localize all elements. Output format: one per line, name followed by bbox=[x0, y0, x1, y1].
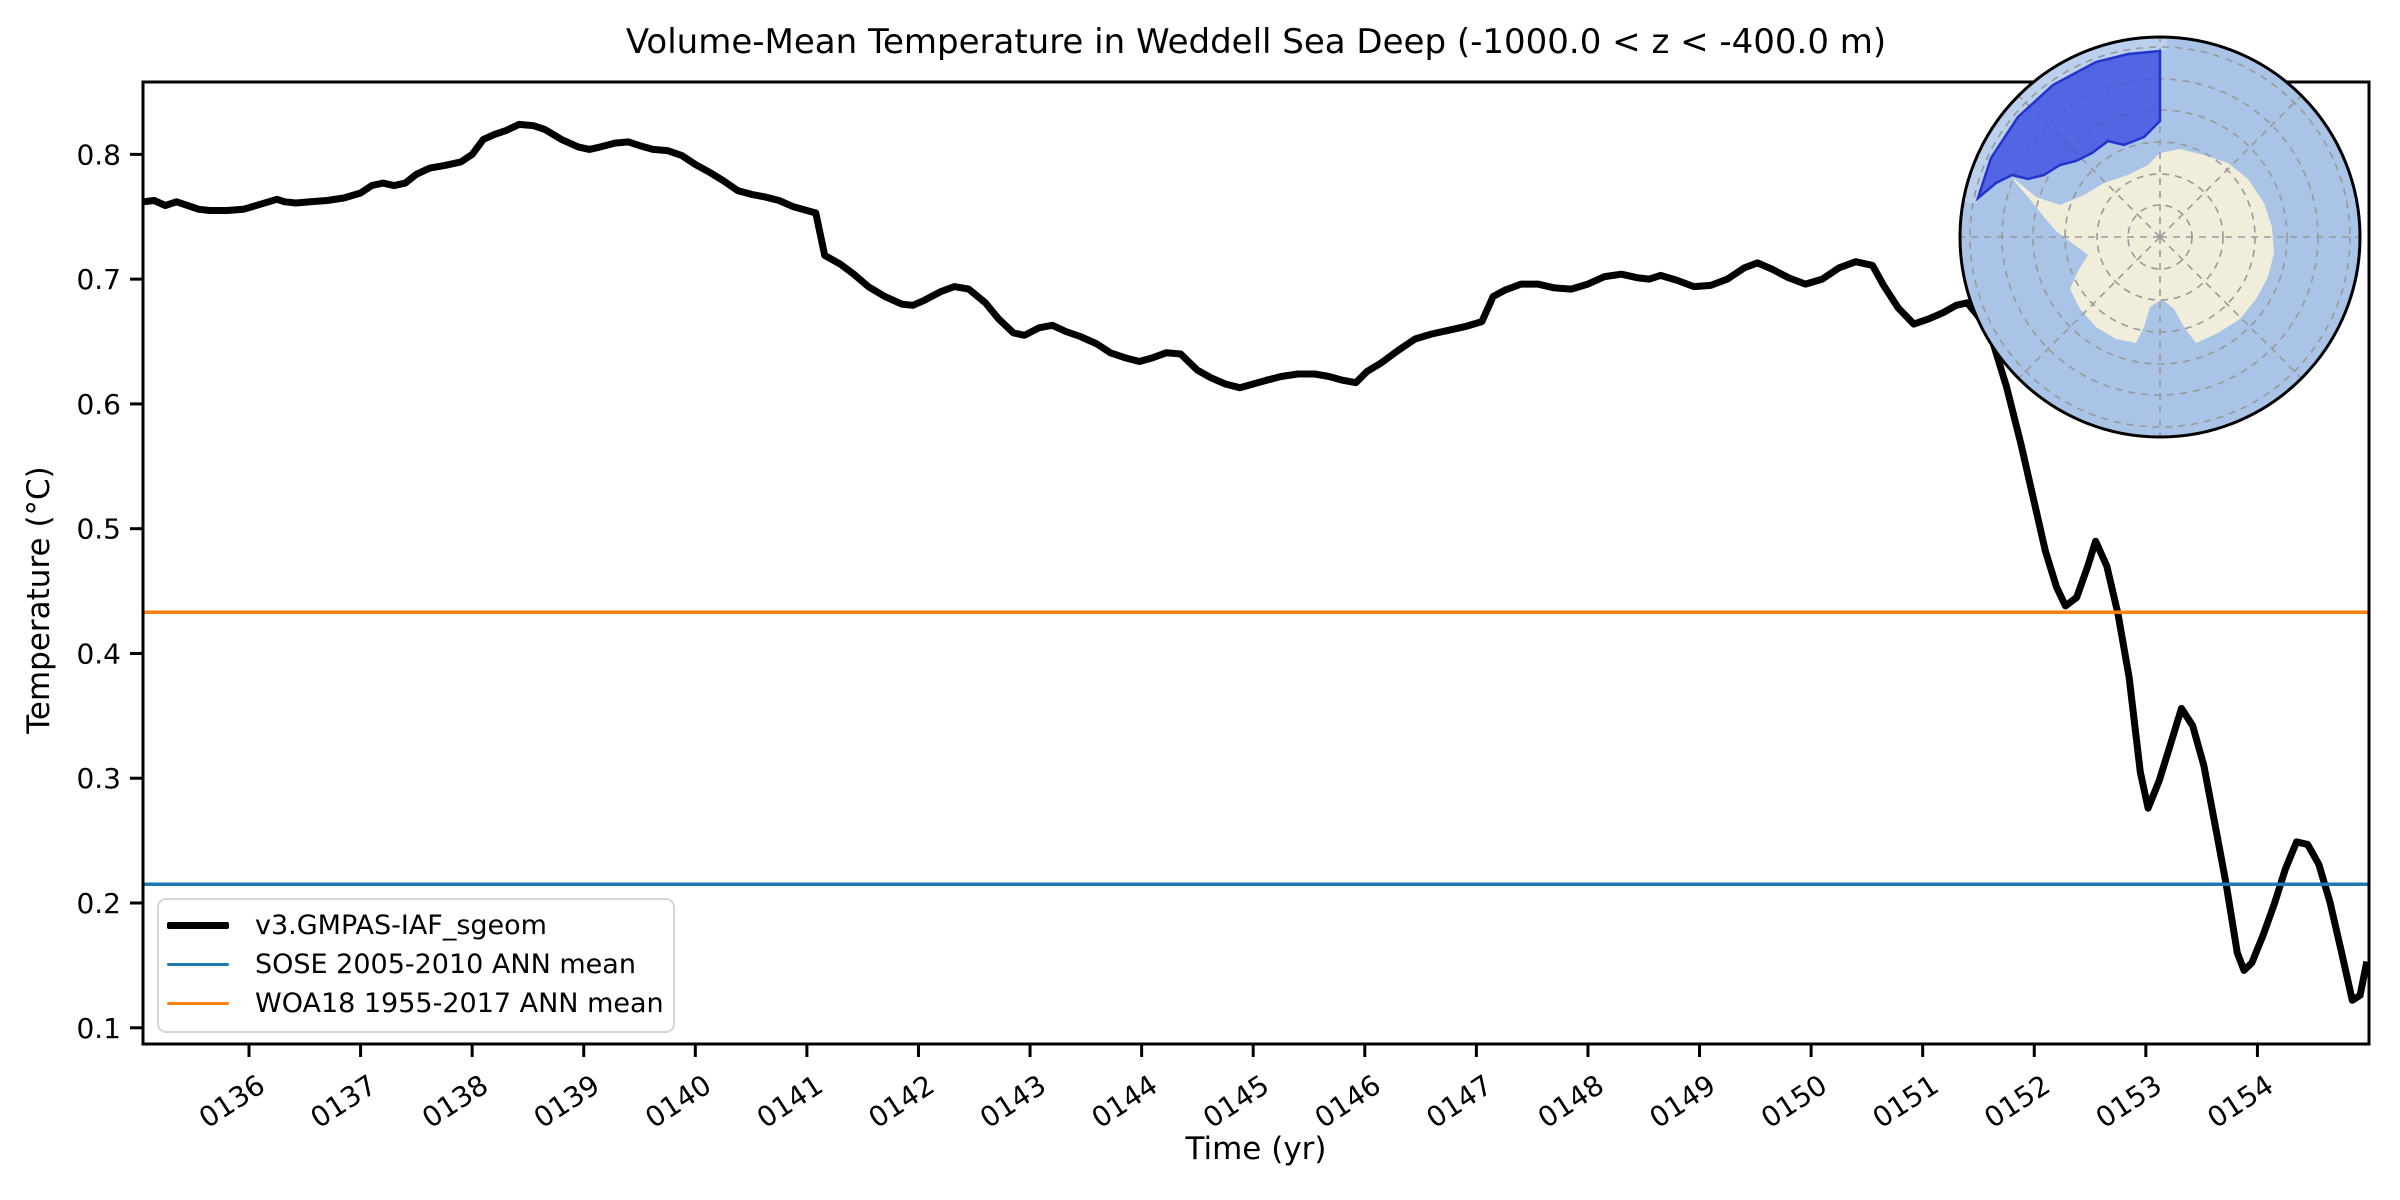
map-outline bbox=[1958, 35, 2362, 439]
x-tick-label: 0152 bbox=[1978, 1068, 2056, 1134]
x-tick-label: 0137 bbox=[305, 1068, 383, 1134]
legend-line-sample bbox=[167, 922, 229, 929]
legend-line-sample bbox=[167, 1001, 229, 1006]
inset-map bbox=[1958, 35, 2362, 439]
map-outer-band bbox=[1963, 36, 2168, 205]
x-tick-label: 0149 bbox=[1644, 1068, 1722, 1134]
chart-title: Volume-Mean Temperature in Weddell Sea D… bbox=[625, 22, 1887, 62]
legend-label: WOA18 1955-2017 ANN mean bbox=[255, 988, 664, 1019]
x-tick-label: 0145 bbox=[1197, 1068, 1275, 1134]
x-tick-label: 0136 bbox=[193, 1068, 271, 1134]
x-tick-label: 0153 bbox=[2090, 1068, 2168, 1134]
x-tick-label: 0146 bbox=[1309, 1068, 1387, 1134]
y-tick-label: 0.4 bbox=[76, 637, 121, 670]
y-tick-label: 0.8 bbox=[76, 138, 121, 171]
x-tick-label: 0142 bbox=[863, 1068, 941, 1134]
y-tick-label: 0.7 bbox=[76, 263, 121, 296]
legend-item-model: v3.GMPAS-IAF_sgeom bbox=[159, 906, 673, 945]
x-tick-label: 0147 bbox=[1420, 1068, 1498, 1134]
x-axis-label: Time (yr) bbox=[1185, 1131, 1327, 1167]
x-tick-label: 0141 bbox=[751, 1068, 829, 1134]
x-tick-label: 0150 bbox=[1755, 1068, 1833, 1134]
legend-line-sample bbox=[167, 962, 229, 967]
legend: v3.GMPAS-IAF_sgeom SOSE 2005-2010 ANN me… bbox=[157, 898, 675, 1033]
temperature-series-line bbox=[142, 120, 2371, 1004]
legend-item-woa18: WOA18 1955-2017 ANN mean bbox=[159, 984, 673, 1023]
x-tick-label: 0148 bbox=[1532, 1068, 1610, 1134]
x-tick-label: 0140 bbox=[639, 1068, 717, 1134]
y-tick-label: 0.5 bbox=[76, 513, 121, 546]
y-tick-label: 0.3 bbox=[76, 762, 121, 795]
x-tick-label: 0151 bbox=[1867, 1068, 1945, 1134]
x-tick-label: 0138 bbox=[416, 1068, 494, 1134]
y-tick-label: 0.6 bbox=[76, 388, 121, 421]
y-tick-label: 0.2 bbox=[76, 887, 121, 920]
legend-label: v3.GMPAS-IAF_sgeom bbox=[255, 910, 547, 941]
x-tick-label: 0154 bbox=[2201, 1068, 2279, 1134]
y-tick-label: 0.1 bbox=[76, 1012, 121, 1045]
x-tick-label: 0139 bbox=[528, 1068, 606, 1134]
legend-item-sose: SOSE 2005-2010 ANN mean bbox=[159, 945, 673, 984]
axes-frame bbox=[141, 80, 2371, 1046]
legend-label: SOSE 2005-2010 ANN mean bbox=[255, 949, 636, 980]
weddell-region-highlight bbox=[1975, 49, 2162, 202]
x-tick-label: 0144 bbox=[1086, 1068, 1164, 1134]
x-tick-label: 0143 bbox=[974, 1068, 1052, 1134]
